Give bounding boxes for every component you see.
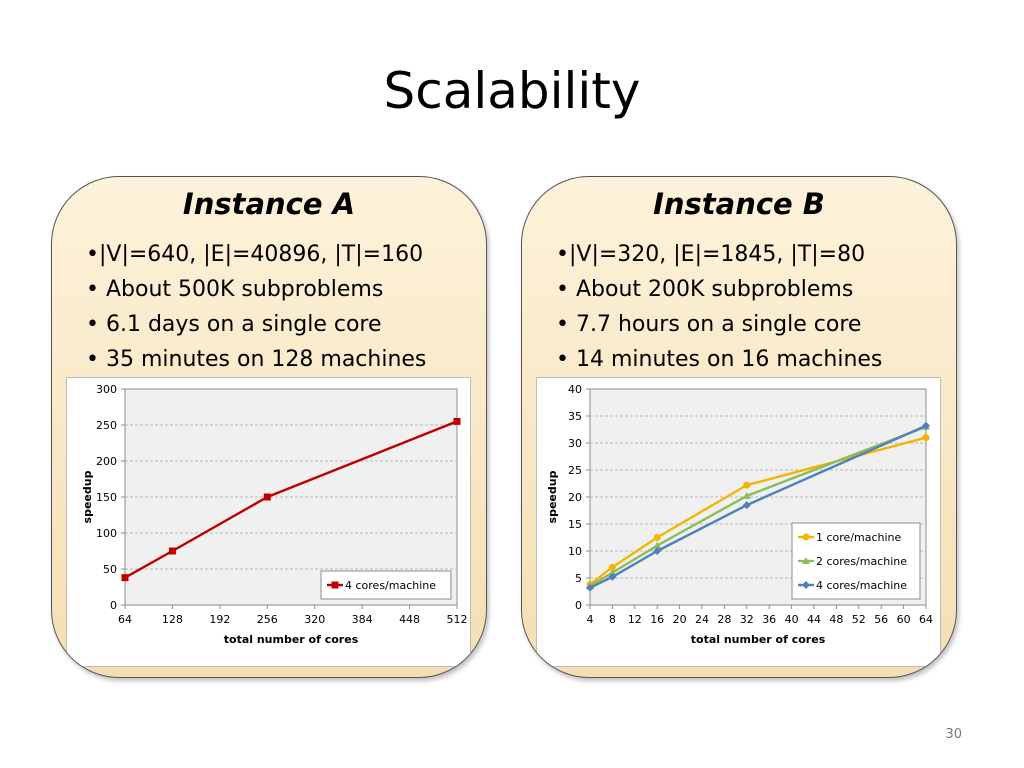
x-tick-label: 128 [162,613,183,626]
data-point [453,417,461,425]
x-tick-label: 64 [118,613,132,626]
y-tick-label: 200 [96,455,117,468]
data-point [608,568,617,576]
data-point [922,434,930,442]
series-4-cores-machine [121,417,461,582]
y-tick-label: 25 [568,464,582,477]
data-point [121,574,129,582]
y-tick-label: 100 [96,527,117,540]
page-number: 30 [945,727,962,742]
legend-entry: 2 cores/machine [816,555,907,568]
x-tick-label: 256 [257,613,278,626]
data-point [168,547,176,555]
y-tick-label: 300 [96,383,117,396]
series-4-cores-machine [586,421,930,592]
data-point [586,583,594,592]
data-point [742,491,751,499]
y-tick-label: 5 [575,572,582,585]
instance-a-bullet-1: •|V|=640, |E|=40896, |T|=160 [86,242,424,267]
x-tick-label: 20 [673,613,687,626]
x-tick-label: 40 [785,613,799,626]
x-tick-label: 192 [209,613,230,626]
data-point [653,534,661,541]
x-tick-label: 8 [609,613,616,626]
y-tick-label: 15 [568,518,582,531]
data-point [263,493,271,501]
x-axis-label: total number of cores [224,633,359,646]
x-tick-label: 512 [447,613,468,626]
instance-b-panel: Instance B •|V|=320, |E|=1845, |T|=80 • … [521,176,957,678]
legend-entry: 4 cores/machine [345,579,436,592]
x-axis-label: total number of cores [691,633,826,646]
y-tick-label: 40 [568,383,582,396]
x-tick-label: 320 [304,613,325,626]
legend-swatch-marker [802,557,810,564]
instance-b-bullet-3: • 7.7 hours on a single core [556,312,862,337]
y-tick-label: 50 [103,563,117,576]
x-tick-label: 48 [829,613,843,626]
legend-swatch-marker [331,581,339,589]
instance-a-speedup-chart: 0 50 100 150 200 250 300 64 128 192 256 320 384 448 51… [66,377,471,667]
y-axis-label: speedup [546,470,559,523]
x-tick-label: 24 [695,613,709,626]
instance-a-bullet-4: • 35 minutes on 128 machines [86,347,427,372]
x-tick-label: 32 [740,613,754,626]
x-tick-label: 56 [874,613,888,626]
instance-b-bullet-2: • About 200K subproblems [556,277,854,302]
instance-a-bullet-2: • About 500K subproblems [86,277,384,302]
x-tick-label: 64 [919,613,933,626]
data-point [922,421,930,430]
legend-entry: 1 core/machine [816,531,902,544]
instance-b-bullets: •|V|=320, |E|=1845, |T|=80 • About 200K … [556,237,882,377]
x-tick-label: 4 [587,613,594,626]
instance-a-title: Instance A [182,187,356,221]
series-line [124,420,458,579]
legend: 1 core/machine 2 cores/machine 4 cores/mac… [791,522,921,600]
data-point [653,547,662,555]
instance-a-bullets: •|V|=640, |E|=40896, |T|=160 • About 500… [86,237,426,377]
y-tick-label: 0 [575,599,582,612]
x-tick-label: 52 [852,613,866,626]
legend-swatch-marker [802,581,810,589]
y-axis-label: speedup [81,470,94,523]
y-tick-label: 20 [568,491,582,504]
data-point [742,501,751,510]
x-tick-label: 36 [762,613,776,626]
legend-entry: 4 cores/machine [816,579,907,592]
data-point [608,572,617,581]
instance-b-bullet-4: • 14 minutes on 16 machines [556,347,883,372]
x-tick-label: 44 [807,613,821,626]
x-tick-label: 12 [628,613,642,626]
instance-a-bullet-3: • 6.1 days on a single core [86,312,382,337]
instance-b-bullet-1: •|V|=320, |E|=1845, |T|=80 [556,242,866,267]
legend-swatch-marker [802,533,810,541]
slide-title: Scalability [383,62,641,120]
y-tick-label: 30 [568,437,582,450]
y-tick-label: 250 [96,419,117,432]
y-tick-label: 150 [96,491,117,504]
data-point [653,541,662,549]
instance-b-title: Instance B [653,187,825,221]
y-tick-label: 10 [568,545,582,558]
legend: 4 cores/machine [320,570,452,600]
x-tick-label: 448 [399,613,420,626]
y-tick-label: 0 [110,599,117,612]
instance-a-panel: Instance A •|V|=640, |E|=40896, |T|=160 … [51,176,487,678]
data-point [743,481,751,489]
y-tick-label: 35 [568,410,582,423]
x-tick-label: 16 [650,613,664,626]
x-tick-label: 60 [897,613,911,626]
data-point [608,563,616,571]
x-tick-label: 28 [717,613,731,626]
x-tick-label: 384 [352,613,373,626]
